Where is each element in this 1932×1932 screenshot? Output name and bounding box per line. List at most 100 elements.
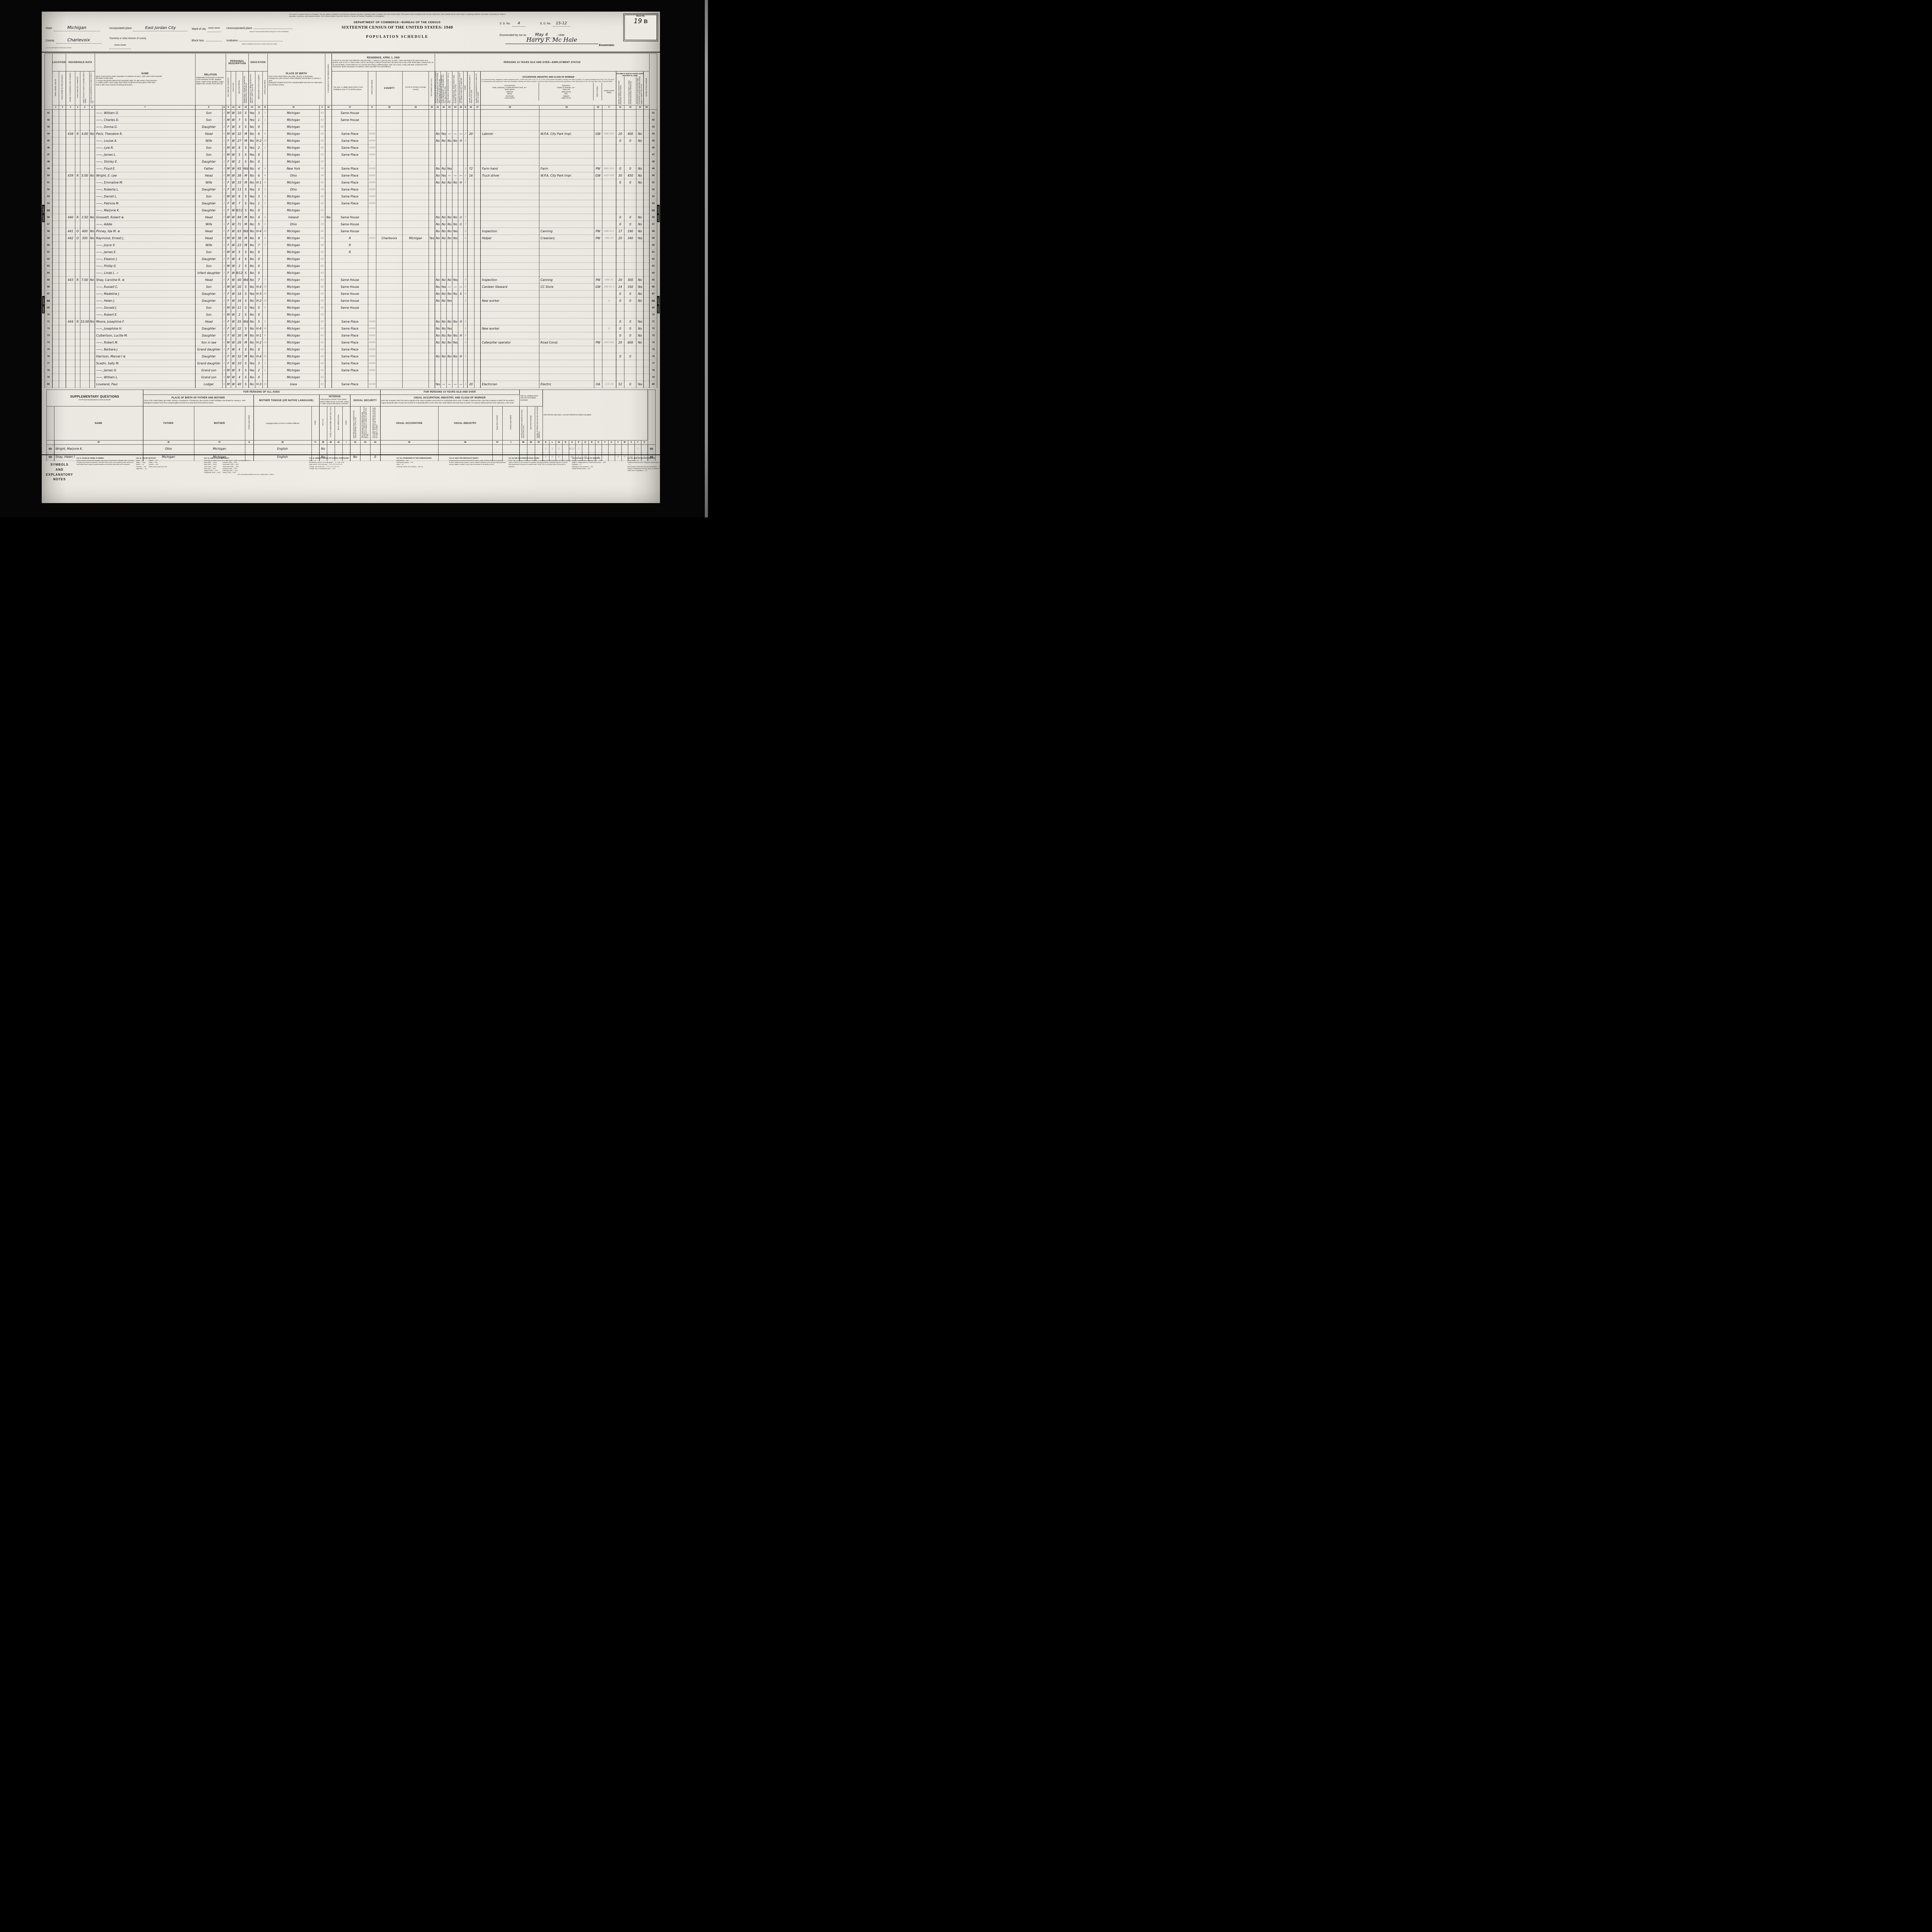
cell-farm6 <box>89 360 95 367</box>
cell-house <box>59 207 66 214</box>
suppl-colnum-50: 50 <box>534 440 543 445</box>
cell-street <box>52 193 60 200</box>
cell-mar: S <box>242 193 249 200</box>
cell-cls <box>594 318 602 325</box>
cell-hh <box>65 360 75 367</box>
cell-mar: S <box>242 255 249 263</box>
cell-cls <box>594 367 602 374</box>
cell-e21 <box>434 200 441 207</box>
suppl-quest-stamp-left-55: SUPPL. QUEST. <box>42 205 45 222</box>
cell-cD <box>367 248 376 256</box>
cell-e21: No <box>434 130 441 138</box>
cell-wage <box>624 242 637 249</box>
cell-wks: 0 <box>616 353 625 360</box>
suppl-ind46: USUAL INDUSTRY <box>438 406 493 440</box>
cell-e22 <box>440 242 447 249</box>
cell-grade: 5 <box>255 221 263 228</box>
group-household-data: HOUSEHOLD DATA <box>65 53 95 71</box>
cell-cA: 2 <box>222 123 226 131</box>
suppl-quest-stamp-left-68: SUPPL. QUEST. <box>42 296 45 313</box>
cell-dur <box>474 374 481 381</box>
cell-or <box>75 255 80 263</box>
person-row-75: 75 ——, Barbara J. Grand daughter 4 F W 4 S No 0 Mi… <box>44 346 658 353</box>
cell-bpl: Michigan <box>267 228 320 235</box>
cell-wage: 0 <box>624 290 637 298</box>
cell-hrs <box>467 186 475 193</box>
cell-street <box>52 123 60 131</box>
cell-wks: 0 <box>616 332 625 339</box>
cell-bpl: Ohio <box>267 172 320 179</box>
cell-race: W <box>230 332 236 339</box>
cell-st19 <box>402 214 429 221</box>
cell-name: ——, Josephine H. <box>94 325 196 332</box>
unincorporated-place-field: Unincorporated place (Name of unincorpor… <box>226 24 293 32</box>
cell-hh <box>65 207 75 214</box>
cell-wage: 0 <box>624 325 637 332</box>
cell-wks <box>616 248 625 256</box>
cell-rel: Head <box>195 235 223 242</box>
cell-cC: 59 <box>319 172 325 179</box>
cell-e22: No <box>440 179 447 186</box>
cell-cnty <box>376 116 403 124</box>
cell-cF <box>602 332 617 339</box>
cell-hh <box>65 193 75 200</box>
cell-name: ——, Madeline J. <box>94 290 196 298</box>
cell-hrs <box>467 116 475 124</box>
cell-farm20 <box>428 179 435 186</box>
cell-street <box>52 290 60 298</box>
cell-bpl: Michigan <box>267 179 320 186</box>
cell-e23 <box>446 242 453 249</box>
cell-hh <box>65 123 75 131</box>
cell-cB: 20 <box>262 290 268 298</box>
cell-val <box>80 137 90 145</box>
colnum-32: 32 <box>624 105 637 110</box>
cell-e25: — <box>458 130 464 138</box>
cell-occ <box>480 353 539 360</box>
cell-cA: 2 <box>222 151 226 158</box>
cell-name: ——, Roberta L. <box>94 186 196 193</box>
cell-line_r: 42 <box>649 116 658 124</box>
group-occupation-industry: OCCUPATION, INDUSTRY, AND CLASS OF WORKE… <box>480 71 617 105</box>
cell-cD <box>367 311 376 318</box>
cell-cnty <box>376 374 403 381</box>
cell-sex: F <box>225 228 231 235</box>
cell-wks <box>616 207 625 214</box>
cell-farm20 <box>428 123 435 131</box>
cell-cnty <box>376 381 403 388</box>
cell-e22: No <box>440 221 447 228</box>
group-residence-1935: RESIDENCE, APRIL 1, 1935 IN WHAT PLACE DI… <box>331 53 435 71</box>
cell-street <box>52 214 60 221</box>
cell-hh <box>65 381 75 388</box>
cell-farm6 <box>89 304 95 311</box>
cell-e21 <box>434 346 441 353</box>
cell-cD: X0X0 <box>367 151 376 158</box>
cell-line_r: 59 <box>649 235 658 242</box>
cell-e22 <box>440 311 447 318</box>
cell-e25 <box>458 165 464 172</box>
cell-e24: No <box>452 318 459 325</box>
cell-cB <box>262 269 268 277</box>
cell-cnty: Charlevoix <box>376 235 403 242</box>
cell-or <box>75 332 80 339</box>
cell-cC: 65 <box>319 381 325 388</box>
cell-sex: F <box>225 346 231 353</box>
suppl-cell-s42 <box>350 444 361 453</box>
cell-wks: 0 <box>616 214 625 221</box>
cell-street <box>52 353 60 360</box>
colnum-31: 31 <box>616 105 625 110</box>
colnum-27: 27 <box>474 105 481 110</box>
cell-oth <box>636 123 644 131</box>
cell-cls <box>594 221 602 228</box>
cell-ind: Electric <box>539 381 594 388</box>
cell-farm6 <box>89 123 95 131</box>
cell-cnty <box>376 130 403 138</box>
cell-grade: 3 <box>255 360 263 367</box>
colnum-21: 21 <box>434 105 441 110</box>
cell-age: 16 <box>235 297 243 304</box>
cell-e24 <box>452 360 459 367</box>
cell-sch: No <box>248 276 255 284</box>
cell-occ <box>480 144 539 151</box>
cell-hh <box>65 221 75 228</box>
cell-street <box>52 269 60 277</box>
sheet-no-value: 19 <box>633 17 642 25</box>
